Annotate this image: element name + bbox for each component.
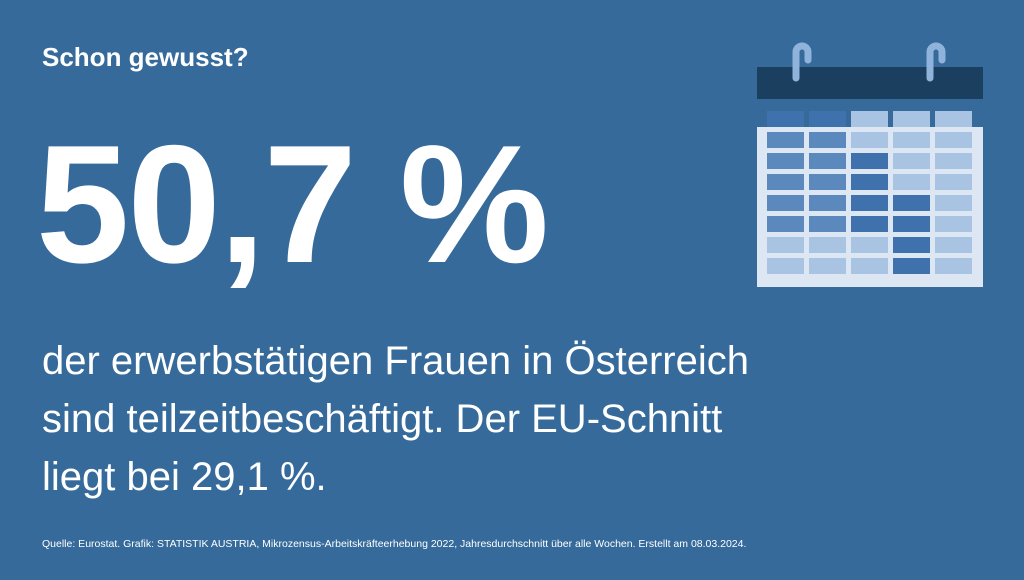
calendar-cell [893,237,930,253]
calendar-cell [935,216,972,232]
calendar-cell [893,111,930,127]
calendar-cell [851,195,888,211]
calendar-cell [893,216,930,232]
calendar-cell [935,111,972,127]
calendar-cell [851,237,888,253]
calendar-cell [935,153,972,169]
calendar-cell [809,111,846,127]
calendar-ring [926,42,946,82]
calendar-header [757,67,983,99]
calendar-cell [893,174,930,190]
calendar-cell [809,153,846,169]
calendar-cell [809,258,846,274]
calendar-cell [893,195,930,211]
calendar-cell [809,132,846,148]
calendar-cell [851,216,888,232]
calendar-cell [935,195,972,211]
calendar-cell [767,111,804,127]
calendar-cell [767,153,804,169]
headline: 50,7 % [36,110,549,298]
calendar-cell [767,216,804,232]
calendar-cell [767,195,804,211]
calendar-icon [757,42,983,287]
calendar-cell [851,174,888,190]
calendar-cell [851,111,888,127]
calendar-cell [893,258,930,274]
calendar-cell [767,132,804,148]
calendar-cell [935,237,972,253]
calendar-cell [767,237,804,253]
calendar-cell [809,174,846,190]
calendar-cell [809,216,846,232]
calendar-cell [851,153,888,169]
calendar-cell [893,153,930,169]
calendar-cell [935,258,972,274]
body-text: der erwerbstätigen Frauen in Österreich … [42,332,749,506]
calendar-cell [809,195,846,211]
calendar-cell [767,174,804,190]
calendar-cell [851,132,888,148]
body-line: liegt bei 29,1 %. [42,455,327,499]
calendar-ring [792,42,812,82]
kicker: Schon gewusst? [42,42,249,72]
calendar-cell [893,132,930,148]
calendar-cell [851,258,888,274]
calendar-cell [767,258,804,274]
source: Quelle: Eurostat. Grafik: STATISTIK AUST… [42,538,747,550]
body-line: der erwerbstätigen Frauen in Österreich [42,339,749,383]
body-line: sind teilzeitbeschäftigt. Der EU-Schnitt [42,397,723,441]
calendar-cell [935,174,972,190]
calendar-cell [935,132,972,148]
calendar-cell [809,237,846,253]
